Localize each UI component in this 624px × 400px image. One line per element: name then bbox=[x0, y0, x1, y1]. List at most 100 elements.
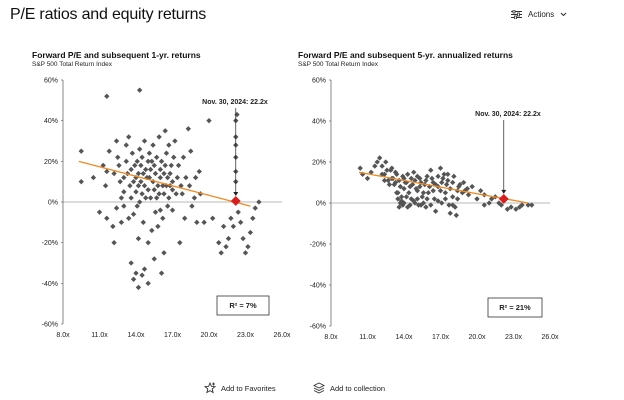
add-to-favorites-button[interactable]: Add to Favorites bbox=[204, 382, 276, 394]
right-r2-box bbox=[487, 297, 543, 318]
right-data-point bbox=[441, 171, 447, 177]
left-data-point bbox=[126, 215, 132, 221]
left-r2-box bbox=[216, 295, 270, 316]
right-data-point bbox=[364, 175, 371, 182]
right-data-point bbox=[442, 196, 449, 202]
right-y-tick-label: 20% bbox=[312, 160, 326, 167]
stack-icon bbox=[313, 382, 325, 394]
right-data-point bbox=[439, 200, 445, 206]
right-data-point bbox=[437, 165, 444, 171]
right-data-point bbox=[508, 204, 514, 210]
left-data-point bbox=[149, 158, 155, 165]
left-data-point bbox=[123, 158, 129, 165]
left-data-point bbox=[192, 174, 199, 181]
left-data-point bbox=[220, 223, 227, 230]
left-data-point bbox=[189, 203, 195, 209]
left-data-point bbox=[139, 272, 145, 278]
actions-label: Actions bbox=[528, 10, 555, 19]
left-data-point bbox=[138, 178, 144, 185]
right-data-point bbox=[488, 196, 495, 202]
left-chart-title: Forward P/E and subsequent 1-yr. returns bbox=[32, 50, 201, 60]
right-data-point bbox=[440, 175, 446, 182]
left-trendline bbox=[78, 160, 251, 207]
left-data-point bbox=[247, 229, 254, 236]
actions-button[interactable]: Actions bbox=[511, 10, 567, 19]
left-highlight-label: Nov. 30, 2024: 22.2x bbox=[202, 99, 268, 106]
left-data-point bbox=[223, 244, 229, 250]
left-data-point bbox=[256, 199, 262, 205]
right-data-point bbox=[464, 185, 470, 192]
left-data-point bbox=[155, 183, 161, 189]
left-data-point bbox=[149, 227, 155, 234]
right-highlight-label: Nov. 30, 2024: 22.2x bbox=[475, 111, 541, 118]
left-data-point bbox=[167, 170, 173, 177]
left-data-point bbox=[162, 162, 168, 169]
left-data-point bbox=[121, 203, 127, 209]
right-x-tick-label: 23.0x bbox=[505, 334, 523, 341]
left-data-point bbox=[160, 183, 166, 189]
left-data-point bbox=[169, 178, 176, 185]
left-data-point bbox=[158, 158, 165, 165]
right-chart-subtitle: S&P 500 Total Return Index bbox=[298, 61, 378, 68]
left-data-point bbox=[115, 154, 121, 160]
page-title: P/E ratios and equity returns bbox=[10, 6, 207, 23]
left-data-point bbox=[90, 174, 97, 181]
left-data-point bbox=[218, 250, 224, 256]
left-data-point bbox=[106, 148, 112, 154]
right-data-point bbox=[486, 200, 492, 206]
left-data-point bbox=[145, 239, 151, 246]
right-data-point bbox=[414, 196, 421, 202]
right-y-tick-label: 60% bbox=[312, 78, 326, 85]
left-data-point bbox=[177, 239, 183, 246]
right-data-point bbox=[437, 188, 444, 194]
right-data-point bbox=[443, 181, 450, 188]
add-to-collection-button[interactable]: Add to collection bbox=[313, 382, 385, 394]
right-data-point bbox=[395, 190, 401, 196]
right-data-point bbox=[449, 179, 456, 186]
left-data-point bbox=[127, 183, 133, 189]
right-data-point bbox=[529, 202, 535, 208]
right-data-point bbox=[428, 167, 434, 173]
left-data-point bbox=[110, 223, 116, 230]
left-data-point bbox=[135, 170, 142, 177]
left-x-tick-label: 23.0x bbox=[237, 332, 255, 339]
left-highlight-point bbox=[230, 196, 241, 206]
right-data-point bbox=[460, 179, 467, 186]
right-data-point bbox=[477, 188, 484, 194]
left-data-point bbox=[183, 174, 189, 181]
left-data-point bbox=[139, 191, 145, 197]
left-data-point bbox=[179, 191, 185, 197]
left-data-point bbox=[161, 191, 167, 197]
right-data-point bbox=[447, 210, 453, 216]
right-data-point bbox=[419, 194, 425, 200]
right-data-point bbox=[385, 177, 391, 184]
left-data-point bbox=[134, 158, 140, 165]
left-y-tick-label: 40% bbox=[44, 118, 58, 125]
left-data-point bbox=[161, 250, 167, 256]
right-data-point bbox=[445, 177, 451, 184]
right-data-point bbox=[401, 200, 407, 206]
right-data-point bbox=[525, 202, 531, 208]
left-data-point bbox=[145, 158, 151, 165]
left-data-point bbox=[145, 187, 151, 193]
star-plus-icon bbox=[204, 382, 216, 394]
left-data-point bbox=[135, 235, 142, 242]
left-data-point bbox=[147, 166, 154, 173]
left-data-point bbox=[136, 199, 143, 205]
left-data-point bbox=[121, 174, 127, 181]
left-arrow-head bbox=[233, 191, 239, 196]
left-data-point bbox=[133, 189, 139, 195]
left-data-point bbox=[111, 170, 117, 177]
left-data-point bbox=[175, 162, 182, 169]
left-data-point bbox=[145, 280, 151, 287]
right-data-point bbox=[386, 181, 393, 188]
left-data-point bbox=[157, 166, 164, 173]
left-data-point bbox=[172, 138, 178, 144]
right-data-point bbox=[420, 200, 427, 206]
left-data-point bbox=[240, 235, 246, 242]
right-data-point bbox=[449, 194, 456, 200]
left-y-tick-label: -40% bbox=[42, 281, 58, 288]
right-data-point bbox=[429, 175, 435, 182]
left-data-point bbox=[156, 134, 162, 140]
